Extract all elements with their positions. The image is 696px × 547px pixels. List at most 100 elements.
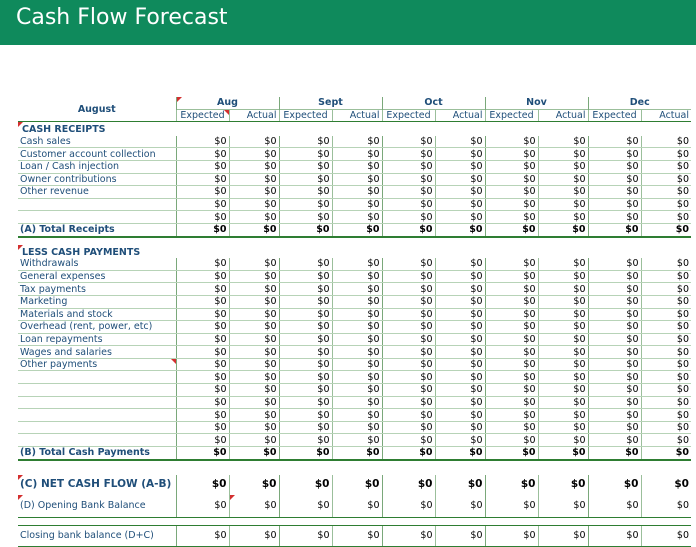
receipts-row-2-dec-expected[interactable]: $0	[587, 160, 641, 174]
receipts-row-1-oct-expected[interactable]: $0	[381, 147, 435, 161]
payments-row-12-aug-actual[interactable]: $0	[228, 408, 279, 422]
payments-row-8-oct-expected[interactable]: $0	[381, 358, 435, 372]
row-label[interactable]: Cash sales	[18, 135, 176, 149]
payments-total-oct-actual[interactable]: $0	[434, 446, 485, 461]
payments-row-3-sept-actual[interactable]: $0	[331, 295, 382, 309]
receipts-row-0-aug-actual[interactable]: $0	[228, 135, 279, 149]
net-cash-flow-sept-actual[interactable]: $0	[331, 474, 382, 495]
receipts-row-5-dec-actual[interactable]: $0	[640, 198, 691, 212]
receipts-row-2-aug-actual[interactable]: $0	[228, 160, 279, 174]
receipts-row-1-oct-actual[interactable]: $0	[434, 147, 485, 161]
row-label[interactable]: Loan / Cash injection	[18, 160, 176, 174]
net-cash-flow-nov-actual[interactable]: $0	[537, 474, 588, 495]
payments-row-12-aug-expected[interactable]: $0	[175, 408, 229, 422]
receipts-row-5-nov-expected[interactable]: $0	[484, 198, 538, 212]
payments-row-5-aug-expected[interactable]: $0	[175, 320, 229, 334]
payments-row-2-dec-expected[interactable]: $0	[587, 282, 641, 296]
payments-row-11-aug-actual[interactable]: $0	[228, 396, 279, 410]
payments-row-1-nov-expected[interactable]: $0	[484, 270, 538, 284]
payments-row-6-sept-actual[interactable]: $0	[331, 333, 382, 347]
opening-balance-sept-expected[interactable]: $0	[278, 494, 332, 518]
payments-row-0-sept-expected[interactable]: $0	[278, 258, 332, 271]
payments-row-11-dec-actual[interactable]: $0	[640, 396, 691, 410]
payments-row-5-nov-actual[interactable]: $0	[537, 320, 588, 334]
month-header-aug[interactable]: Aug	[175, 97, 279, 110]
payments-row-4-nov-expected[interactable]: $0	[484, 308, 538, 322]
payments-row-9-dec-actual[interactable]: $0	[640, 370, 691, 385]
receipts-row-1-aug-expected[interactable]: $0	[175, 147, 229, 161]
payments-row-10-sept-expected[interactable]: $0	[278, 383, 332, 397]
row-label[interactable]: Marketing	[18, 295, 176, 309]
payments-row-4-dec-expected[interactable]: $0	[587, 308, 641, 322]
expected-header[interactable]: Expected	[381, 108, 435, 123]
payments-row-3-oct-expected[interactable]: $0	[381, 295, 435, 309]
expected-header[interactable]: Expected	[278, 108, 332, 123]
payments-row-8-sept-actual[interactable]: $0	[331, 358, 382, 372]
receipts-total-aug-actual[interactable]: $0	[228, 222, 279, 238]
payments-row-13-dec-expected[interactable]: $0	[587, 421, 641, 435]
receipts-row-0-sept-expected[interactable]: $0	[278, 135, 332, 149]
payments-row-8-aug-expected[interactable]: $0	[175, 358, 229, 372]
payments-row-12-nov-expected[interactable]: $0	[484, 408, 538, 422]
payments-total-aug-actual[interactable]: $0	[228, 446, 279, 461]
row-label[interactable]	[18, 421, 176, 435]
payments-total-dec-expected[interactable]: $0	[587, 446, 641, 461]
payments-row-2-nov-expected[interactable]: $0	[484, 282, 538, 296]
receipts-row-5-sept-expected[interactable]: $0	[278, 198, 332, 212]
receipts-row-0-dec-actual[interactable]: $0	[640, 135, 691, 149]
payments-row-0-nov-actual[interactable]: $0	[537, 258, 588, 271]
payments-row-8-sept-expected[interactable]: $0	[278, 358, 332, 372]
row-label[interactable]	[18, 198, 176, 212]
receipts-row-2-aug-expected[interactable]: $0	[175, 160, 229, 174]
net-cash-flow-aug-expected[interactable]: $0	[175, 474, 229, 495]
receipts-row-3-nov-expected[interactable]: $0	[484, 173, 538, 187]
payments-row-0-aug-expected[interactable]: $0	[175, 258, 229, 271]
receipts-total-sept-expected[interactable]: $0	[278, 222, 332, 238]
payments-row-1-oct-actual[interactable]: $0	[434, 270, 485, 284]
payments-row-10-oct-actual[interactable]: $0	[434, 383, 485, 397]
payments-row-11-oct-expected[interactable]: $0	[381, 396, 435, 410]
receipts-row-6-dec-expected[interactable]: $0	[587, 210, 641, 224]
payments-row-10-sept-actual[interactable]: $0	[331, 383, 382, 397]
receipts-row-4-aug-actual[interactable]: $0	[228, 185, 279, 199]
payments-row-0-dec-expected[interactable]: $0	[587, 258, 641, 271]
receipts-row-4-dec-actual[interactable]: $0	[640, 185, 691, 199]
payments-row-1-dec-actual[interactable]: $0	[640, 270, 691, 284]
receipts-row-1-nov-actual[interactable]: $0	[537, 147, 588, 161]
payments-row-5-aug-actual[interactable]: $0	[228, 320, 279, 334]
receipts-row-6-oct-actual[interactable]: $0	[434, 210, 485, 224]
payments-row-4-nov-actual[interactable]: $0	[537, 308, 588, 322]
receipts-row-4-oct-expected[interactable]: $0	[381, 185, 435, 199]
payments-row-1-sept-expected[interactable]: $0	[278, 270, 332, 284]
payments-row-3-aug-actual[interactable]: $0	[228, 295, 279, 309]
receipts-row-5-aug-expected[interactable]: $0	[175, 198, 229, 212]
net-cash-flow-oct-actual[interactable]: $0	[434, 474, 485, 495]
receipts-row-5-dec-expected[interactable]: $0	[587, 198, 641, 212]
payments-row-7-aug-expected[interactable]: $0	[175, 345, 229, 359]
receipts-row-0-nov-actual[interactable]: $0	[537, 135, 588, 149]
receipts-row-0-oct-expected[interactable]: $0	[381, 135, 435, 149]
receipts-row-3-aug-expected[interactable]: $0	[175, 173, 229, 187]
opening-balance-aug-actual[interactable]: $0	[228, 494, 279, 518]
payments-row-3-oct-actual[interactable]: $0	[434, 295, 485, 309]
payments-row-6-aug-expected[interactable]: $0	[175, 333, 229, 347]
expected-header[interactable]: Expected	[175, 108, 229, 123]
opening-balance-nov-actual[interactable]: $0	[537, 494, 588, 518]
receipts-row-1-nov-expected[interactable]: $0	[484, 147, 538, 161]
opening-balance-dec-expected[interactable]: $0	[587, 494, 641, 518]
payments-row-9-sept-expected[interactable]: $0	[278, 370, 332, 385]
payments-row-9-oct-actual[interactable]: $0	[434, 370, 485, 385]
opening-balance-sept-actual[interactable]: $0	[331, 494, 382, 518]
row-label[interactable]	[18, 433, 176, 448]
expected-header[interactable]: Expected	[484, 108, 538, 123]
actual-header[interactable]: Actual	[537, 108, 588, 123]
payments-row-11-sept-expected[interactable]: $0	[278, 396, 332, 410]
net-cash-flow-oct-expected[interactable]: $0	[381, 474, 435, 495]
payments-row-9-aug-actual[interactable]: $0	[228, 370, 279, 385]
row-label[interactable]: Withdrawals	[18, 258, 176, 271]
payments-row-9-sept-actual[interactable]: $0	[331, 370, 382, 385]
payments-row-10-aug-expected[interactable]: $0	[175, 383, 229, 397]
net-cash-flow-dec-actual[interactable]: $0	[640, 474, 691, 495]
payments-row-12-dec-expected[interactable]: $0	[587, 408, 641, 422]
closing-balance-dec-expected[interactable]: $0	[587, 524, 641, 547]
